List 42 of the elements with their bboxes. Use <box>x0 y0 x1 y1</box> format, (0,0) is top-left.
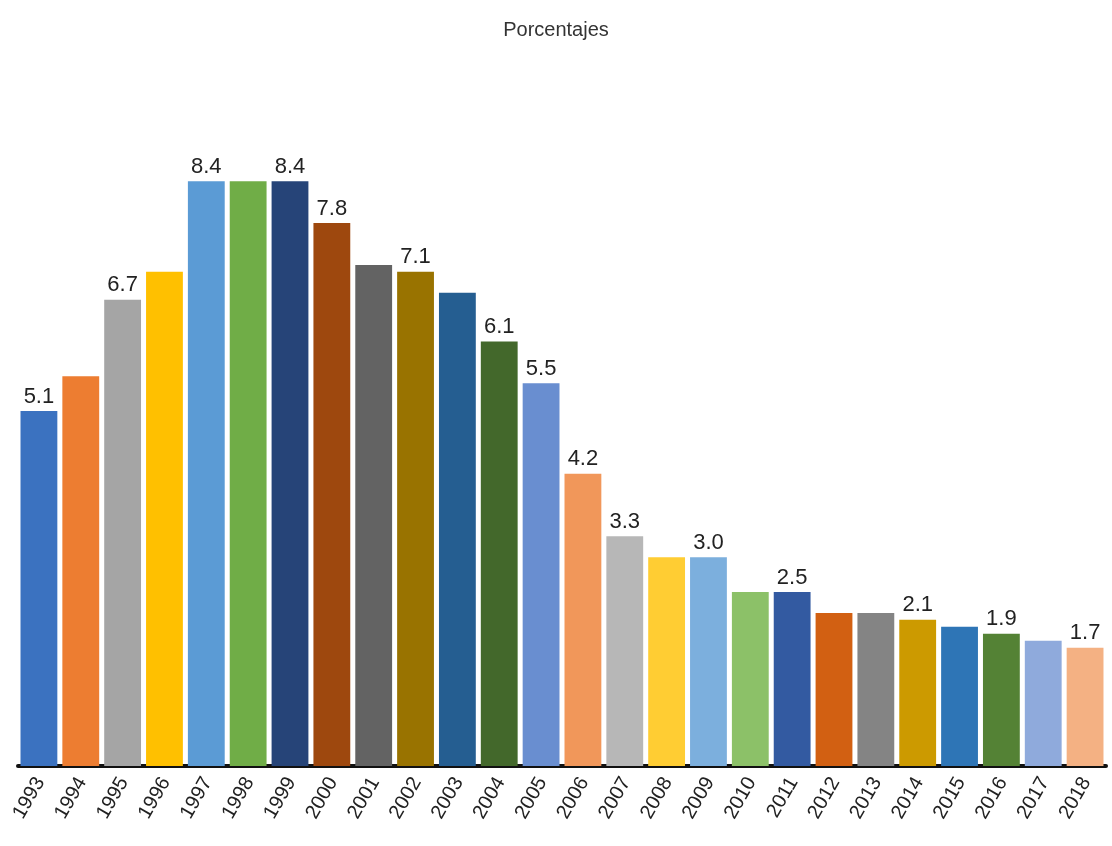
bar <box>187 181 225 766</box>
bar <box>690 557 727 766</box>
bar <box>564 473 602 766</box>
bar <box>815 612 853 766</box>
data-label: 7.1 <box>400 243 431 269</box>
data-label: 4.2 <box>567 445 599 471</box>
data-label: 5.5 <box>525 354 557 380</box>
data-label: 8.4 <box>191 152 222 178</box>
data-label: 6.1 <box>483 312 515 338</box>
data-label: 1.9 <box>986 605 1017 631</box>
bar <box>480 341 518 766</box>
data-label: 1.7 <box>1069 619 1101 645</box>
bar <box>271 181 309 766</box>
bar <box>899 619 937 766</box>
data-label: 2.5 <box>776 563 808 589</box>
bar <box>522 383 560 766</box>
chart-title: Porcentajes <box>503 18 609 40</box>
bar <box>397 271 434 766</box>
bar <box>62 376 100 766</box>
data-label: 3.0 <box>693 528 724 554</box>
bar <box>355 264 393 766</box>
bar <box>313 223 351 766</box>
data-label: 8.4 <box>274 152 306 178</box>
bar <box>146 271 183 766</box>
bar <box>731 592 769 766</box>
bar <box>1024 640 1062 766</box>
data-label: 7.8 <box>316 194 348 220</box>
bar <box>857 612 895 766</box>
bar <box>606 536 644 766</box>
bar <box>1066 647 1104 766</box>
bar <box>20 411 58 766</box>
bar <box>229 181 267 766</box>
data-label: 2.1 <box>902 591 933 617</box>
bar <box>941 626 978 766</box>
data-label: 6.7 <box>107 271 138 297</box>
bar <box>982 633 1020 766</box>
bar <box>438 292 476 766</box>
bar <box>773 592 811 766</box>
data-label: 5.1 <box>23 382 55 408</box>
bar <box>648 557 686 766</box>
bar <box>104 299 142 766</box>
data-label: 3.3 <box>609 507 641 533</box>
